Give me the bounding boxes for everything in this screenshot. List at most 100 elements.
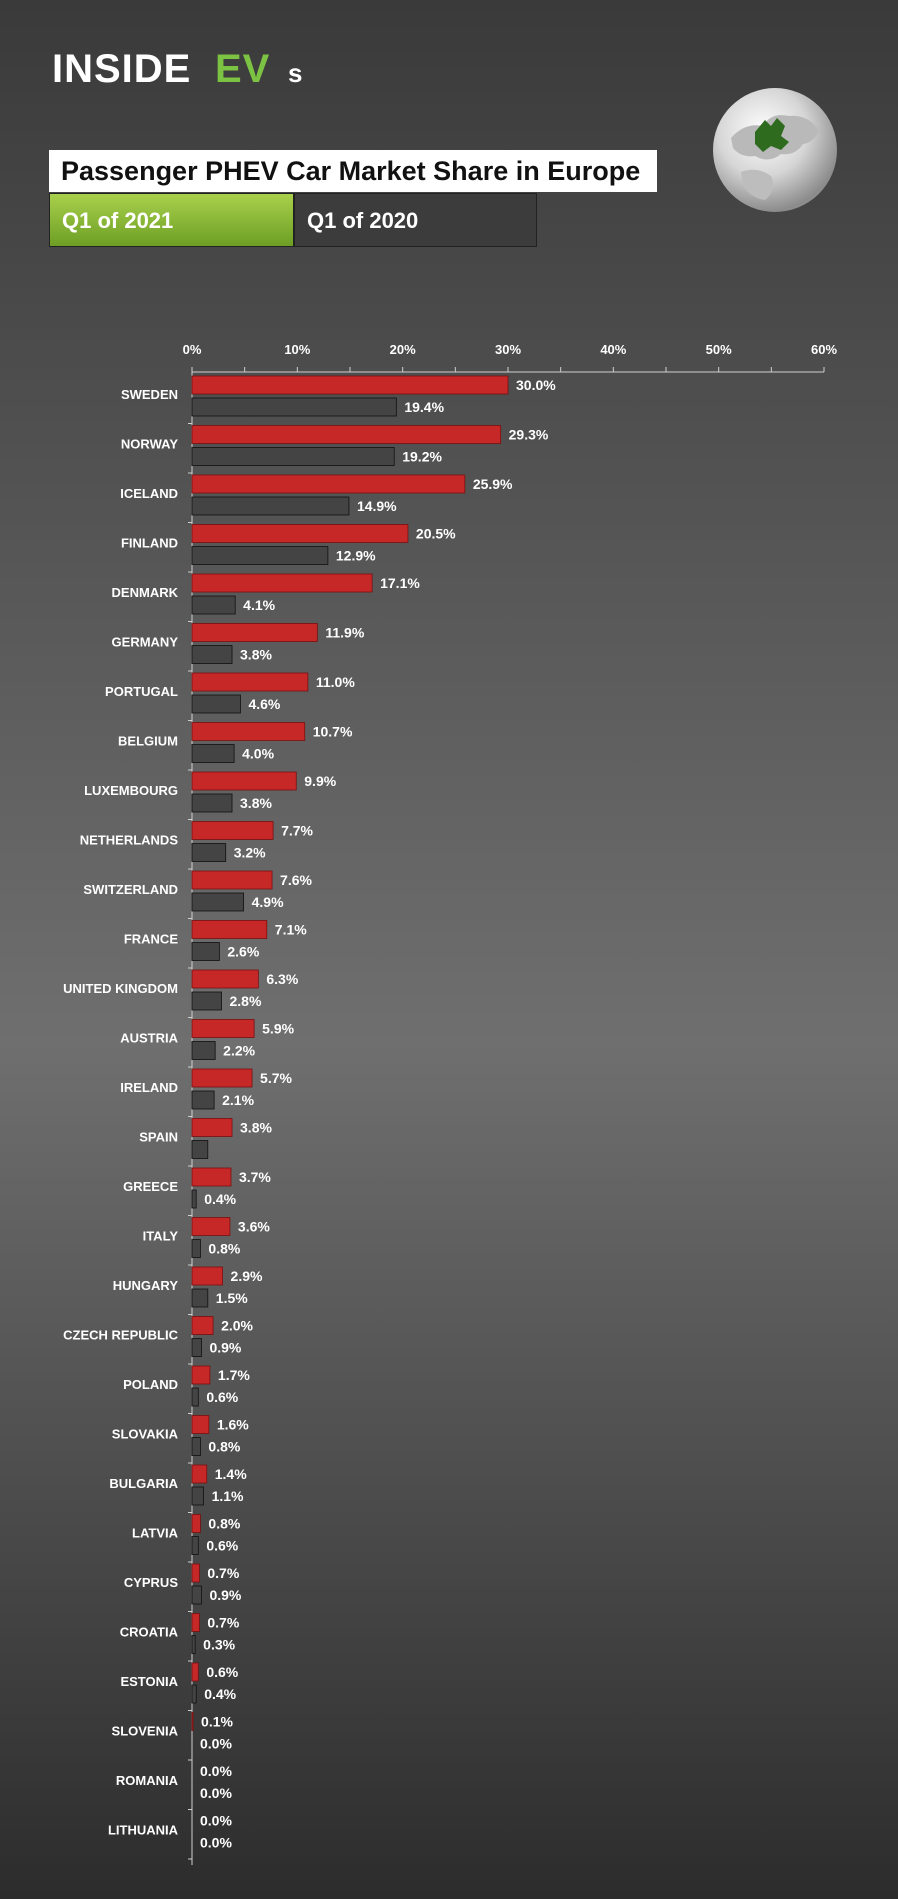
data-label-q1-2020: 2.6% <box>227 944 259 960</box>
bar-q1-2020 <box>191 1635 196 1654</box>
data-label-q1-2020: 0.3% <box>203 1637 235 1653</box>
x-tick-label: 20% <box>390 342 416 357</box>
data-label-q1-2020: 2.2% <box>223 1043 255 1059</box>
bar-q1-2020 <box>191 744 235 763</box>
data-label-q1-2021: 0.6% <box>206 1664 238 1680</box>
bar-q1-2020 <box>191 546 329 565</box>
data-label-q1-2021: 0.8% <box>208 1516 240 1532</box>
bar-q1-2021 <box>191 920 268 939</box>
bar-q1-2020 <box>191 1288 209 1308</box>
bar-q1-2021 <box>191 1563 200 1583</box>
bar-q1-2021 <box>191 672 309 692</box>
category-label: SPAIN <box>139 1130 178 1145</box>
bar-q1-2020 <box>191 1338 202 1357</box>
bar-q1-2020 <box>191 645 233 664</box>
data-label-q1-2021: 3.8% <box>240 1120 272 1136</box>
category-label: SLOVENIA <box>112 1724 179 1739</box>
bar-q1-2021 <box>191 722 306 741</box>
bar-q1-2020 <box>191 1090 215 1110</box>
bar-q1-2021 <box>191 1464 208 1484</box>
bar-q1-2020 <box>191 892 245 912</box>
category-label: POLAND <box>123 1377 178 1392</box>
data-label-q1-2020: 1.5% <box>216 1290 248 1306</box>
data-label-q1-2020: 4.9% <box>252 894 284 910</box>
data-label-q1-2021: 7.1% <box>275 922 307 938</box>
bar-q1-2021 <box>191 623 318 642</box>
data-label-q1-2021: 1.6% <box>217 1417 249 1433</box>
data-label-q1-2021: 9.9% <box>304 773 336 789</box>
data-label-q1-2021: 10.7% <box>313 724 353 740</box>
x-tick-label: 30% <box>495 342 521 357</box>
data-label-q1-2021: 11.9% <box>325 625 364 641</box>
bar-q1-2021 <box>191 375 509 395</box>
data-label-q1-2020: 0.6% <box>206 1538 238 1554</box>
data-label-q1-2020: 0.0% <box>200 1835 232 1851</box>
bar-q1-2020 <box>191 942 220 961</box>
x-tick-label: 0% <box>183 342 202 357</box>
bar-q1-2021 <box>191 1118 233 1137</box>
category-label: ICELAND <box>120 486 178 501</box>
data-label-q1-2020: 3.2% <box>234 845 266 861</box>
bar-q1-2021 <box>191 821 274 840</box>
data-label-q1-2020: 3.8% <box>240 795 272 811</box>
data-label-q1-2021: 25.9% <box>473 476 513 492</box>
data-label-q1-2021: 5.7% <box>260 1070 292 1086</box>
bar-q1-2020 <box>191 843 227 862</box>
bar-q1-2020 <box>191 397 397 417</box>
bar-q1-2021 <box>191 474 466 494</box>
data-label-q1-2020: 0.9% <box>209 1587 241 1603</box>
bar-q1-2020 <box>191 1486 204 1506</box>
category-label: HUNGARY <box>113 1278 179 1293</box>
data-label-q1-2021: 1.4% <box>215 1466 247 1482</box>
data-label-q1-2021: 5.9% <box>262 1021 294 1037</box>
bar-q1-2021 <box>191 1217 231 1236</box>
data-label-q1-2020: 4.1% <box>243 597 275 613</box>
category-label: NETHERLANDS <box>80 833 179 848</box>
bar-q1-2021 <box>191 425 502 444</box>
data-label-q1-2021: 2.0% <box>221 1318 253 1334</box>
category-label: UNITED KINGDOM <box>63 981 178 996</box>
x-tick-label: 40% <box>600 342 626 357</box>
bar-chart: 0% 10% 20% 30% 40% 50% 60% SWEDEN 30.0% 19.4% NOR… <box>63 342 837 1865</box>
data-label-q1-2021: 0.1% <box>201 1714 233 1730</box>
category-label: DENMARK <box>112 585 179 600</box>
bar-q1-2021 <box>191 573 373 593</box>
brand-s: s <box>288 58 303 88</box>
bar-q1-2021 <box>191 1019 255 1038</box>
x-tick-label: 10% <box>284 342 310 357</box>
data-label-q1-2021: 3.7% <box>239 1169 271 1185</box>
data-label-q1-2020: 0.0% <box>200 1785 232 1801</box>
category-label: SWITZERLAND <box>83 882 178 897</box>
bar-q1-2020 <box>191 1189 197 1209</box>
category-label: CYPRUS <box>124 1575 179 1590</box>
category-label: BULGARIA <box>109 1476 178 1491</box>
bar-q1-2020 <box>191 1387 199 1407</box>
data-label-q1-2021: 30.0% <box>516 377 556 393</box>
bar-q1-2021 <box>191 1266 223 1286</box>
bar-q1-2021 <box>191 1167 232 1187</box>
bar-q1-2021 <box>191 1365 211 1385</box>
category-label: GREECE <box>123 1179 178 1194</box>
data-label-q1-2020: 0.8% <box>208 1439 240 1455</box>
data-label-q1-2020: 12.9% <box>336 548 376 564</box>
chart-title: Passenger PHEV Car Market Share in Europ… <box>49 150 657 192</box>
category-label: LITHUANIA <box>108 1823 179 1838</box>
data-label-q1-2020: 14.9% <box>357 498 397 514</box>
data-label-q1-2020: 0.6% <box>206 1389 238 1405</box>
category-label: FRANCE <box>124 932 178 947</box>
data-label-q1-2021: 7.6% <box>280 872 312 888</box>
europe-globe-icon <box>713 88 837 212</box>
legend-q1-2021: Q1 of 2021 <box>49 193 294 247</box>
category-label: CROATIA <box>120 1625 179 1640</box>
category-label: AUSTRIA <box>120 1031 178 1046</box>
data-label-q1-2020: 19.2% <box>402 449 442 465</box>
data-label-q1-2020: 0.9% <box>209 1340 241 1356</box>
category-label: ESTONIA <box>120 1674 178 1689</box>
data-label-q1-2021: 0.0% <box>200 1763 232 1779</box>
bar-q1-2020 <box>191 447 395 466</box>
bar-q1-2020 <box>191 1041 216 1060</box>
bar-q1-2021 <box>191 870 273 890</box>
bar-q1-2021 <box>191 1316 214 1335</box>
data-label-q1-2021: 0.0% <box>200 1813 232 1829</box>
